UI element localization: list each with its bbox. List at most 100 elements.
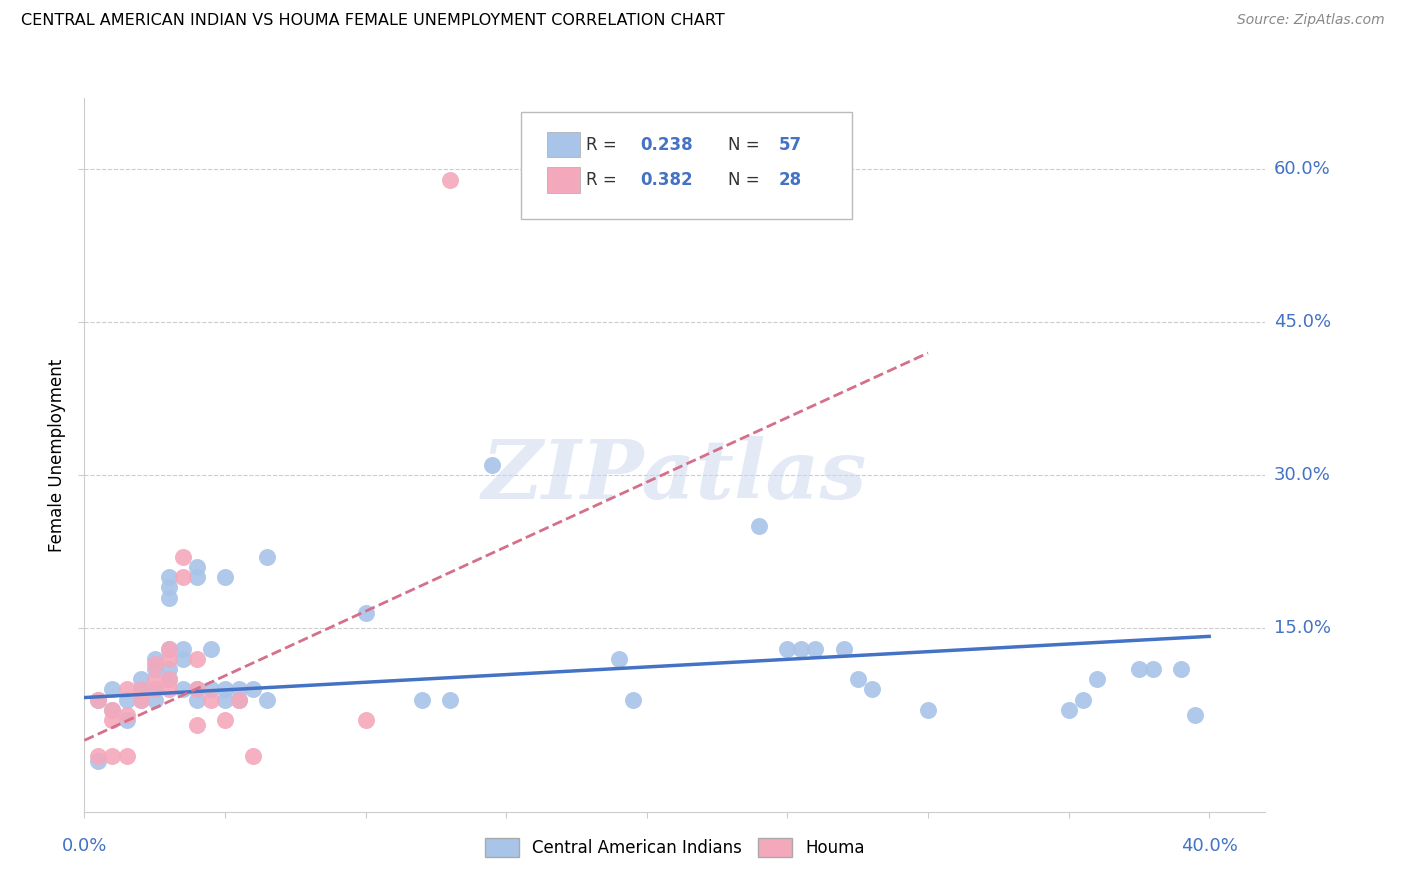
- Point: [143, 682, 166, 697]
- Point: [129, 672, 152, 686]
- Point: [214, 682, 236, 697]
- Point: [143, 662, 166, 676]
- Text: 15.0%: 15.0%: [1274, 619, 1330, 637]
- Text: 40.0%: 40.0%: [1181, 838, 1237, 855]
- Point: [101, 713, 124, 727]
- Point: [860, 682, 883, 697]
- Text: R =: R =: [586, 171, 623, 189]
- Point: [157, 641, 180, 656]
- Point: [101, 748, 124, 763]
- Point: [411, 692, 433, 706]
- Point: [157, 641, 180, 656]
- Point: [1128, 662, 1150, 676]
- Point: [214, 713, 236, 727]
- Point: [157, 662, 180, 676]
- Point: [846, 672, 869, 686]
- Point: [242, 748, 264, 763]
- Point: [101, 682, 124, 697]
- Point: [172, 682, 194, 697]
- Point: [186, 682, 208, 697]
- Point: [172, 652, 194, 666]
- Point: [776, 641, 799, 656]
- Text: 28: 28: [779, 171, 801, 189]
- Point: [607, 652, 630, 666]
- Point: [157, 682, 180, 697]
- Point: [157, 581, 180, 595]
- Point: [143, 652, 166, 666]
- Point: [87, 692, 110, 706]
- Point: [621, 692, 644, 706]
- Point: [1071, 692, 1094, 706]
- Point: [186, 692, 208, 706]
- Point: [143, 657, 166, 671]
- Point: [748, 519, 770, 533]
- Text: 30.0%: 30.0%: [1274, 467, 1330, 484]
- Point: [186, 652, 208, 666]
- Point: [354, 606, 377, 620]
- Point: [256, 549, 278, 564]
- Point: [481, 458, 503, 472]
- Point: [214, 570, 236, 584]
- Point: [200, 692, 222, 706]
- Text: 0.0%: 0.0%: [62, 838, 107, 855]
- Point: [129, 692, 152, 706]
- Point: [143, 672, 166, 686]
- Point: [186, 570, 208, 584]
- Point: [1085, 672, 1108, 686]
- Point: [172, 641, 194, 656]
- FancyBboxPatch shape: [547, 168, 581, 193]
- Point: [804, 641, 827, 656]
- Text: 60.0%: 60.0%: [1274, 161, 1330, 178]
- Text: 0.238: 0.238: [641, 136, 693, 153]
- Text: 0.382: 0.382: [641, 171, 693, 189]
- Point: [354, 713, 377, 727]
- Point: [87, 692, 110, 706]
- Point: [87, 748, 110, 763]
- Text: N =: N =: [728, 171, 765, 189]
- Text: ZIPatlas: ZIPatlas: [482, 436, 868, 516]
- Point: [157, 672, 180, 686]
- Point: [101, 703, 124, 717]
- Point: [832, 641, 855, 656]
- Point: [115, 748, 138, 763]
- Point: [143, 692, 166, 706]
- Point: [917, 703, 939, 717]
- Point: [1057, 703, 1080, 717]
- Point: [115, 713, 138, 727]
- Point: [186, 560, 208, 574]
- Point: [439, 172, 461, 186]
- Point: [87, 754, 110, 768]
- Point: [1184, 707, 1206, 722]
- Legend: Central American Indians, Houma: Central American Indians, Houma: [478, 831, 872, 864]
- Point: [157, 570, 180, 584]
- Point: [228, 692, 250, 706]
- Point: [1142, 662, 1164, 676]
- Point: [129, 692, 152, 706]
- Point: [214, 692, 236, 706]
- Point: [200, 682, 222, 697]
- Point: [242, 682, 264, 697]
- Text: 45.0%: 45.0%: [1274, 313, 1331, 332]
- Text: N =: N =: [728, 136, 765, 153]
- Point: [157, 672, 180, 686]
- Point: [157, 652, 180, 666]
- Point: [143, 682, 166, 697]
- Point: [115, 707, 138, 722]
- Y-axis label: Female Unemployment: Female Unemployment: [48, 359, 66, 551]
- Point: [790, 641, 813, 656]
- Point: [129, 682, 152, 697]
- Point: [172, 570, 194, 584]
- Text: Source: ZipAtlas.com: Source: ZipAtlas.com: [1237, 13, 1385, 28]
- Point: [1170, 662, 1192, 676]
- Point: [115, 682, 138, 697]
- Point: [228, 682, 250, 697]
- Point: [439, 692, 461, 706]
- Point: [186, 682, 208, 697]
- FancyBboxPatch shape: [522, 112, 852, 219]
- Text: 57: 57: [779, 136, 801, 153]
- Point: [172, 549, 194, 564]
- Point: [256, 692, 278, 706]
- FancyBboxPatch shape: [547, 132, 581, 157]
- Point: [228, 692, 250, 706]
- Point: [157, 591, 180, 605]
